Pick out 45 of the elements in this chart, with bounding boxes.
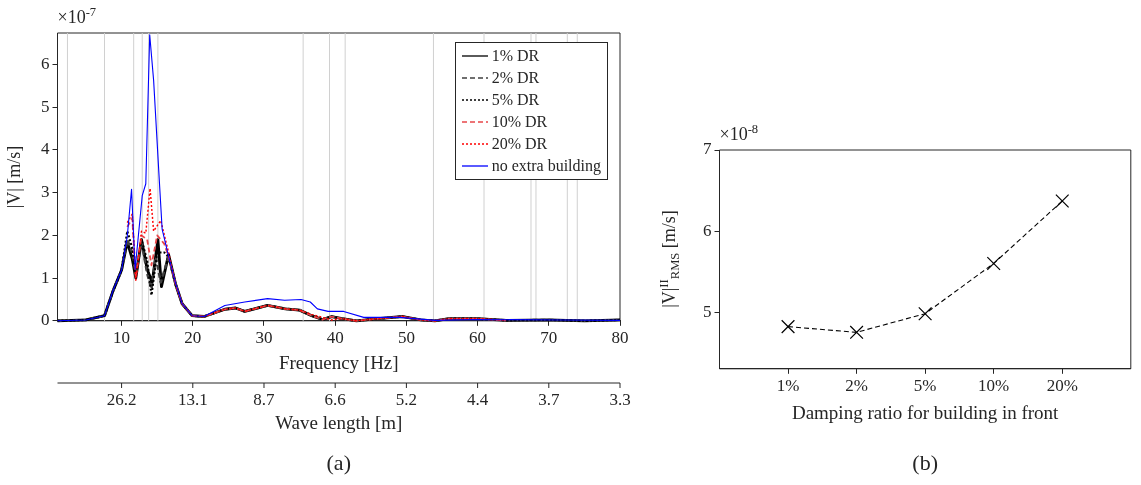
x-tick-label: 60 (469, 328, 487, 348)
x-tick-label: 30 (255, 328, 273, 348)
y-tick-label: 3 (41, 182, 50, 202)
text: 26.2 (106, 389, 137, 409)
x-tick-label: 40 (326, 328, 344, 348)
text: 8.7 (253, 389, 276, 409)
y-tick-label: 1 (41, 267, 50, 287)
x-tick-label: 20% (1046, 376, 1078, 396)
x-tick-label: 1% (776, 376, 800, 396)
x2-axis-title: Wave length [m] (275, 412, 403, 434)
y-tick-label: 5 (41, 96, 50, 116)
x-tick-label: 50 (397, 328, 415, 348)
legend-label: 2% DR (491, 69, 540, 87)
text: 4.4 (466, 389, 489, 409)
y-tick-label: 6 (703, 220, 712, 240)
legend-label: no extra building (491, 157, 601, 175)
text: ×10$^{-7}$ (57, 5, 97, 28)
legend-label: 1% DR (491, 47, 540, 65)
x-tick-label: 20 (184, 328, 202, 348)
x-tick-label: 5% (913, 376, 937, 396)
x-tick-label: 2% (845, 376, 868, 396)
y-axis-title: |V| [m/s] (3, 145, 25, 209)
text: (a) (326, 450, 351, 476)
legend-label: 5% DR (491, 91, 540, 109)
y-tick-label: 5 (703, 301, 712, 321)
text: (b) (912, 450, 938, 476)
y-tick-label: 2 (41, 224, 50, 244)
x-tick-label: 10% (978, 376, 1010, 396)
text: 3.7 (538, 389, 560, 409)
legend-label: 10% DR (491, 113, 548, 131)
text: 5.2 (395, 389, 418, 409)
x-axis-title: Damping ratio for building in front (791, 401, 1060, 423)
text: ×10$^{-8}$ (719, 122, 759, 145)
x-axis-title: Frequency [Hz] (278, 351, 399, 373)
x-tick-label: 70 (540, 328, 558, 348)
text: 3.3 (609, 389, 631, 409)
y-tick-label: 6 (41, 54, 50, 74)
y-tick-label: 0 (41, 310, 50, 330)
y-tick-label: 7 (703, 139, 712, 159)
text: 13.1 (177, 389, 208, 409)
x-tick-label: 10 (113, 328, 131, 348)
legend-label: 20% DR (491, 135, 548, 153)
text: 6.6 (324, 389, 346, 409)
x-tick-label: 80 (611, 328, 629, 348)
y-tick-label: 4 (41, 139, 50, 159)
